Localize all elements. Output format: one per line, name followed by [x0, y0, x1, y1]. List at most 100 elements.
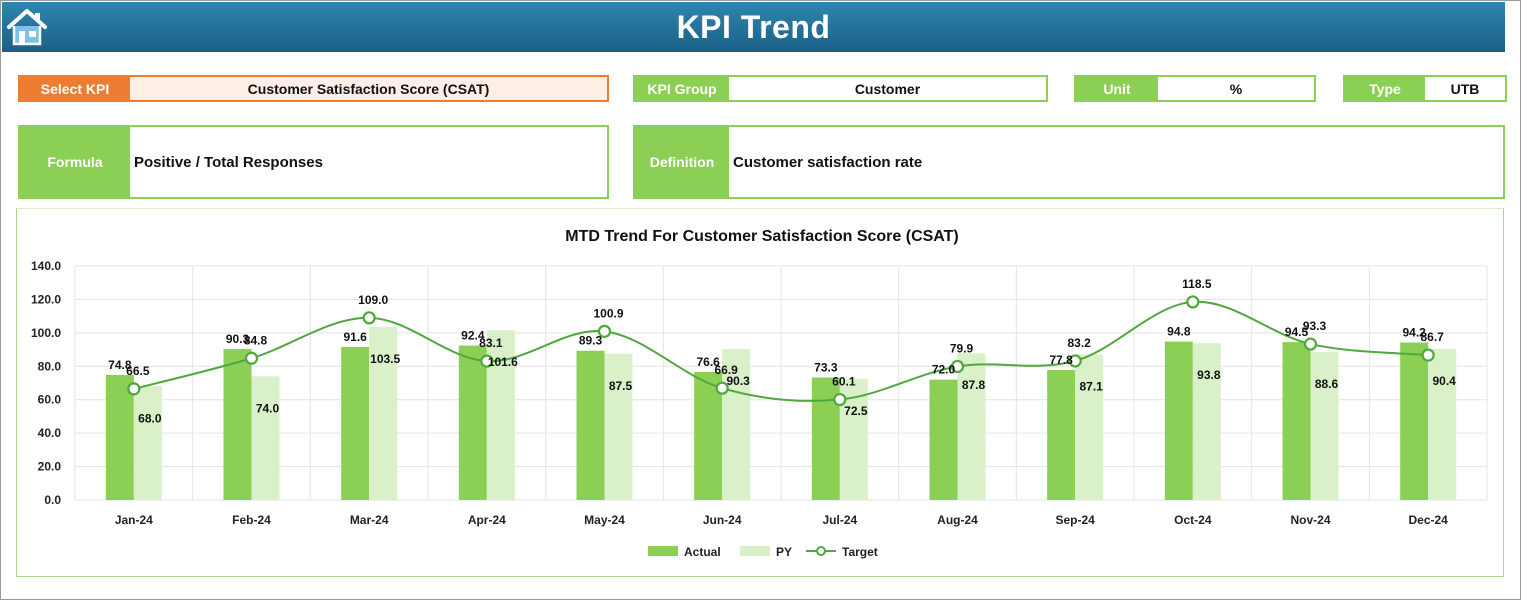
select-kpi-field: Select KPI Customer Satisfaction Score (… — [18, 75, 609, 102]
definition-box: Definition Customer satisfaction rate — [633, 125, 1505, 199]
target-data-label: 100.9 — [593, 306, 623, 320]
actual-bar — [458, 345, 487, 500]
py-bar — [957, 353, 986, 500]
home-button[interactable] — [6, 6, 48, 48]
py-bar — [1310, 351, 1339, 500]
py-bar — [251, 376, 280, 500]
y-tick-label: 100.0 — [31, 326, 61, 340]
x-tick-label: Mar-24 — [350, 513, 389, 527]
y-tick-label: 0.0 — [44, 493, 61, 507]
target-marker — [597, 324, 612, 338]
x-tick-label: Apr-24 — [468, 513, 506, 527]
target-marker — [715, 381, 729, 395]
target-marker — [480, 354, 494, 368]
actual-data-label: 89.3 — [579, 334, 603, 348]
py-bar — [722, 349, 751, 500]
unit-label: Unit — [1076, 77, 1158, 100]
py-bar — [133, 386, 162, 500]
actual-bar — [105, 374, 134, 500]
py-data-label: 93.8 — [1197, 368, 1221, 382]
y-tick-label: 20.0 — [38, 460, 62, 474]
legend-actual-swatch — [648, 546, 678, 556]
page-title: KPI Trend — [676, 8, 831, 45]
type-value: UTB — [1425, 77, 1505, 100]
legend-actual-label: Actual — [684, 545, 721, 559]
actual-data-label: 74.8 — [108, 358, 132, 372]
actual-bar — [1047, 369, 1076, 500]
formula-value: Positive / Total Responses — [134, 153, 323, 171]
actual-bar — [576, 350, 605, 500]
select-kpi-label: Select KPI — [20, 77, 130, 100]
definition-label: Definition — [635, 127, 729, 197]
actual-bar — [1164, 341, 1193, 500]
target-line — [133, 300, 1429, 402]
x-tick-label: Feb-24 — [232, 513, 271, 527]
target-marker — [950, 359, 965, 374]
x-tick-label: Jul-24 — [822, 513, 857, 527]
target-marker — [1421, 348, 1435, 362]
actual-bar — [1400, 342, 1429, 500]
legend-py-swatch — [740, 546, 770, 556]
py-bar — [604, 353, 633, 500]
legend-target-label: Target — [842, 545, 878, 559]
py-data-label: 88.6 — [1315, 377, 1339, 391]
target-marker — [833, 392, 847, 407]
x-tick-label: Sep-24 — [1055, 513, 1095, 527]
x-tick-label: Aug-24 — [937, 513, 978, 527]
y-tick-label: 60.0 — [38, 393, 62, 407]
py-data-label: 87.5 — [609, 379, 633, 393]
kpi-group-value: Customer — [729, 77, 1046, 100]
target-data-label: 83.1 — [479, 336, 503, 350]
target-data-label: 79.9 — [950, 341, 974, 355]
unit-field: Unit % — [1074, 75, 1316, 102]
target-data-label: 84.8 — [244, 333, 268, 347]
target-data-label: 66.9 — [714, 363, 738, 377]
actual-data-label: 72.0 — [932, 363, 956, 377]
py-data-label: 103.5 — [370, 352, 400, 366]
y-tick-label: 120.0 — [31, 292, 61, 306]
x-tick-label: Jun-24 — [703, 513, 742, 527]
definition-value: Customer satisfaction rate — [733, 153, 923, 171]
actual-bar — [341, 346, 370, 500]
py-data-label: 87.1 — [1079, 379, 1103, 393]
py-data-label: 90.4 — [1432, 374, 1456, 388]
target-data-label: 86.7 — [1420, 330, 1444, 344]
target-marker — [1186, 295, 1200, 309]
legend-target-marker — [816, 546, 826, 556]
type-label: Type — [1345, 77, 1425, 100]
chart-title: MTD Trend For Customer Satisfaction Scor… — [565, 228, 959, 245]
y-tick-label: 140.0 — [31, 259, 61, 273]
formula-label: Formula — [20, 127, 130, 197]
target-marker — [127, 382, 141, 396]
kpi-group-field: KPI Group Customer — [633, 75, 1048, 102]
select-kpi-dropdown[interactable]: Customer Satisfaction Score (CSAT) — [130, 77, 607, 100]
py-data-label: 72.5 — [844, 404, 868, 418]
unit-value: % — [1158, 77, 1314, 100]
chart-panel — [16, 208, 1504, 577]
actual-data-label: 94.5 — [1285, 325, 1309, 339]
target-data-label: 60.1 — [832, 375, 856, 389]
header-bar: KPI Trend — [2, 2, 1505, 52]
actual-data-label: 90.3 — [226, 332, 250, 346]
py-data-label: 87.8 — [962, 378, 986, 392]
actual-data-label: 91.6 — [343, 330, 367, 344]
home-icon — [7, 9, 47, 46]
target-data-label: 66.5 — [126, 364, 150, 378]
actual-data-label: 94.8 — [1167, 325, 1191, 339]
legend-py-label: PY — [776, 545, 792, 559]
py-data-label: 90.3 — [726, 374, 750, 388]
target-data-label: 93.3 — [1303, 319, 1327, 333]
py-data-label: 101.6 — [488, 355, 518, 369]
x-tick-label: Nov-24 — [1290, 513, 1330, 527]
target-marker — [1303, 337, 1318, 351]
py-bar — [369, 327, 398, 500]
target-marker — [362, 311, 376, 325]
actual-bar — [223, 349, 252, 500]
formula-box: Formula Positive / Total Responses — [18, 125, 609, 199]
actual-bar — [1282, 342, 1311, 500]
actual-data-label: 77.8 — [1049, 353, 1073, 367]
x-tick-label: Oct-24 — [1174, 513, 1212, 527]
target-data-label: 118.5 — [1182, 277, 1212, 291]
py-bar — [1428, 348, 1457, 500]
